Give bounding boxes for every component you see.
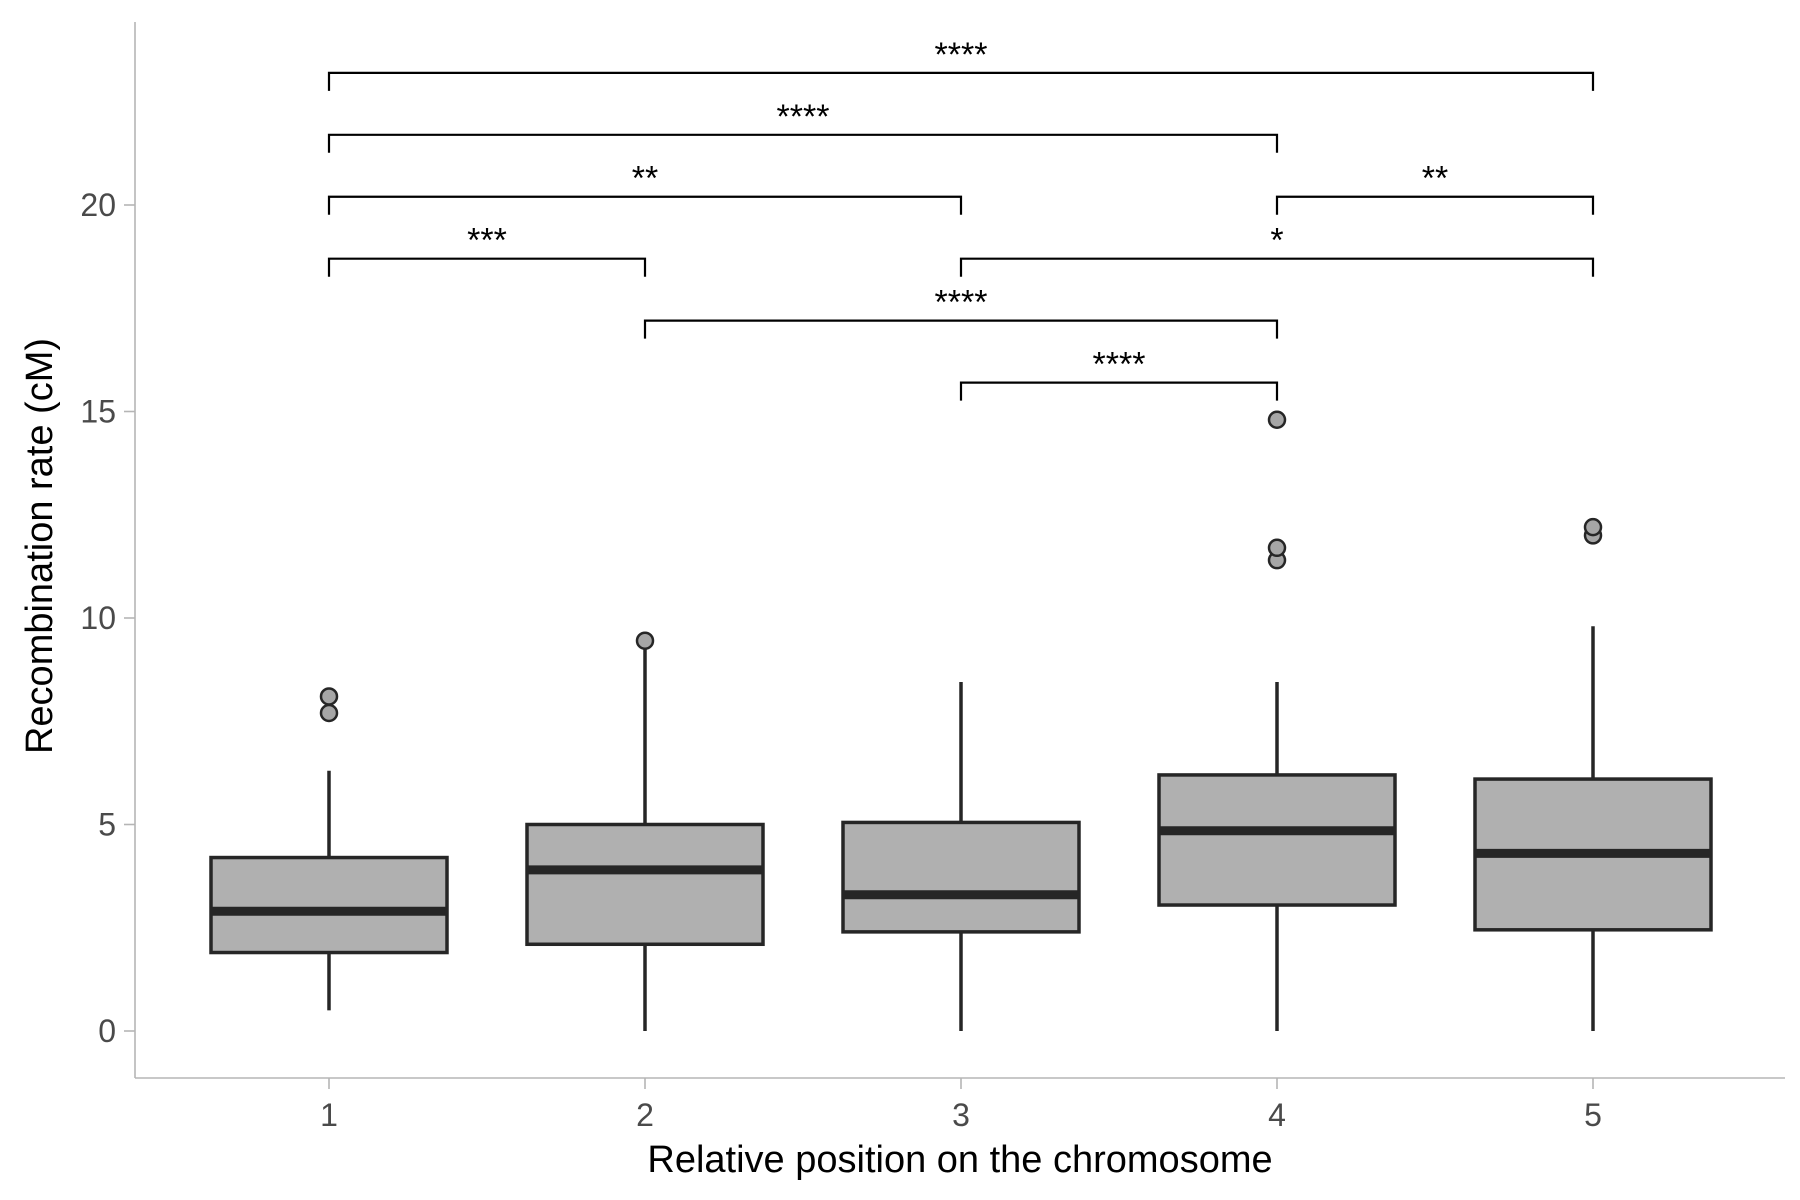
outlier-point bbox=[319, 687, 339, 706]
significance-label: *** bbox=[467, 222, 507, 260]
significance-label: ** bbox=[632, 160, 658, 198]
bracket-line bbox=[327, 195, 963, 215]
boxes-layer bbox=[209, 410, 1713, 1031]
outlier-point bbox=[1267, 538, 1287, 558]
box-iqr bbox=[525, 822, 765, 947]
box-group bbox=[1157, 410, 1397, 1031]
bracket-line bbox=[959, 381, 1279, 401]
box-iqr bbox=[841, 820, 1081, 934]
comparison-bracket: * bbox=[959, 222, 1595, 277]
significance-label: **** bbox=[1093, 346, 1146, 384]
bracket-line bbox=[327, 71, 1595, 91]
comparison-brackets: ********** ***** ********* bbox=[327, 36, 1595, 401]
bracket-line bbox=[1275, 195, 1595, 215]
comparison-bracket: ** bbox=[1275, 160, 1595, 215]
box-group bbox=[1473, 517, 1713, 1031]
significance-label: **** bbox=[935, 36, 988, 74]
box-group bbox=[525, 631, 765, 1031]
y-tick-label: 10 bbox=[80, 600, 116, 636]
y-tick-label: 20 bbox=[80, 187, 116, 223]
bracket-line bbox=[959, 257, 1595, 277]
x-tick-label: 5 bbox=[1584, 1097, 1602, 1133]
significance-label: ** bbox=[1422, 160, 1448, 198]
bracket-line bbox=[327, 133, 1279, 153]
significance-label: * bbox=[1270, 222, 1283, 260]
x-ticks: 1 2 3 4 5 bbox=[320, 1078, 1602, 1133]
y-tick-label: 0 bbox=[98, 1013, 116, 1049]
significance-label: **** bbox=[777, 98, 830, 136]
comparison-bracket: **** bbox=[327, 98, 1279, 153]
box-iqr bbox=[209, 855, 449, 955]
y-ticks: 0 5 10 15 20 bbox=[80, 187, 135, 1049]
x-tick-label: 3 bbox=[952, 1097, 970, 1133]
x-tick-label: 2 bbox=[636, 1097, 654, 1133]
comparison-bracket: **** bbox=[327, 36, 1595, 91]
comparison-bracket: **** bbox=[643, 284, 1279, 339]
bracket-line bbox=[643, 319, 1279, 339]
axes bbox=[134, 22, 1785, 1079]
y-tick-label: 15 bbox=[80, 394, 116, 430]
outlier-point bbox=[1583, 517, 1603, 537]
outlier-point bbox=[1267, 410, 1287, 430]
box-group bbox=[209, 687, 449, 1011]
significance-label: **** bbox=[935, 284, 988, 322]
box-iqr bbox=[1157, 773, 1397, 907]
comparison-bracket: *** bbox=[327, 222, 647, 277]
y-tick-label: 5 bbox=[98, 807, 116, 843]
x-tick-label: 1 bbox=[320, 1097, 338, 1133]
comparison-bracket: **** bbox=[959, 346, 1279, 401]
box-group bbox=[841, 682, 1081, 1031]
y-axis-title: Recombination rate (cM) bbox=[19, 338, 61, 754]
comparison-bracket: ** bbox=[327, 160, 963, 215]
outlier-point bbox=[635, 631, 655, 650]
outlier-point bbox=[319, 703, 339, 723]
x-tick-label: 4 bbox=[1268, 1097, 1286, 1133]
bracket-line bbox=[327, 257, 647, 277]
x-axis-title: Relative position on the chromosome bbox=[647, 1139, 1272, 1181]
